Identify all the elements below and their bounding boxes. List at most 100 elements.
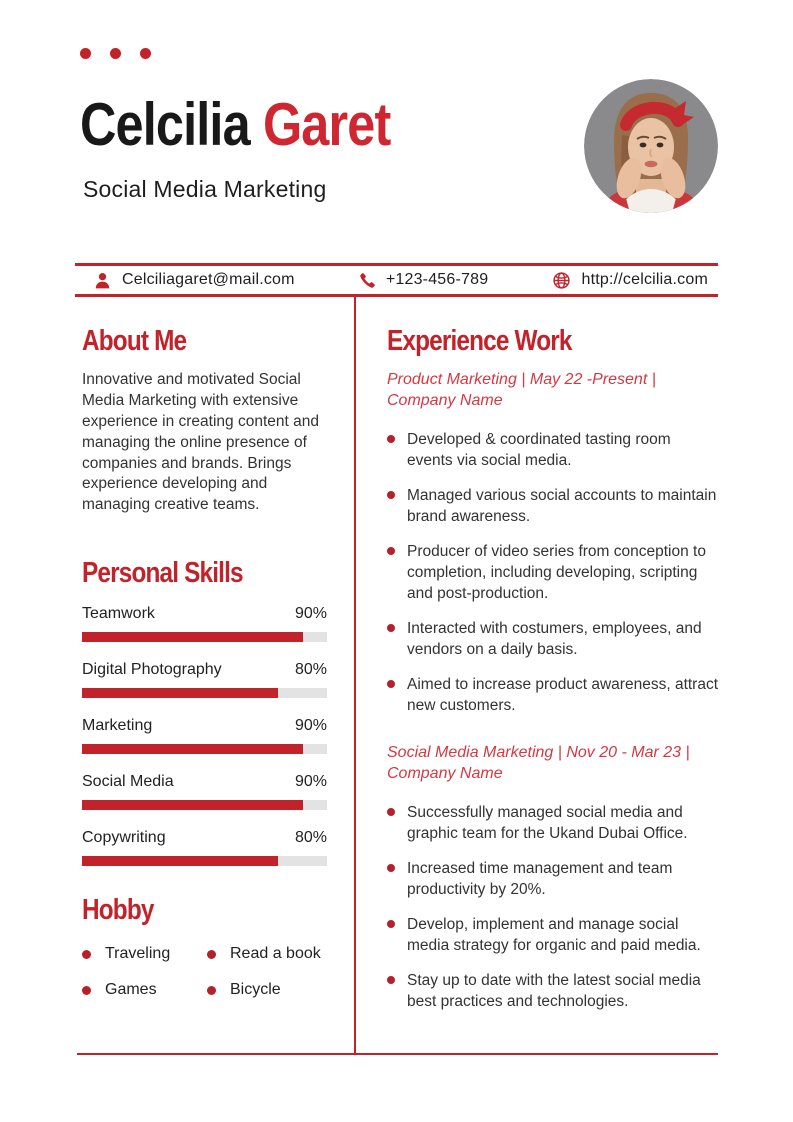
hobby-item-label: Games bbox=[105, 981, 157, 999]
job-heading-line1: Product Marketing | May 22 -Present | bbox=[387, 371, 656, 389]
job-bullet: Producer of video series from conception… bbox=[387, 541, 718, 604]
job-bullet-text: Increased time management and team produ… bbox=[407, 860, 673, 899]
hobby-item: Traveling bbox=[82, 945, 207, 963]
skills-list: Teamwork 90% Digital Photography 80% Marketi… bbox=[82, 605, 327, 867]
hobby-item: Bicycle bbox=[207, 981, 344, 999]
skills-section: Personal Skills Teamwork 90% Digital Photo… bbox=[82, 558, 327, 885]
skill-row: Teamwork 90% bbox=[82, 605, 327, 643]
skill-row: Social Media 90% bbox=[82, 773, 327, 811]
job-heading: Social Media Marketing | Nov 20 - Mar 23… bbox=[387, 742, 718, 784]
hobby-item-label: Bicycle bbox=[230, 981, 281, 999]
hobby-title: Hobby bbox=[82, 894, 154, 926]
hobby-item: Read a book bbox=[207, 945, 344, 963]
skill-label: Copywriting bbox=[82, 829, 166, 847]
job-bullet-text: Developed & coordinated tasting room eve… bbox=[407, 431, 671, 470]
bullet-dot-icon bbox=[387, 624, 395, 633]
skill-percent: 90% bbox=[294, 773, 327, 791]
job-bullet: Managed various social accounts to maint… bbox=[387, 485, 718, 527]
skill-label-row: Social Media 90% bbox=[82, 773, 327, 791]
hobby-item: Games bbox=[82, 981, 207, 999]
bullet-dot-icon bbox=[387, 808, 395, 817]
bullet-dot-icon bbox=[387, 680, 395, 689]
skill-percent: 80% bbox=[294, 829, 327, 847]
skill-bar-fill bbox=[82, 744, 303, 755]
name-last: Garet bbox=[262, 91, 391, 158]
phone-icon bbox=[359, 272, 376, 289]
experience-job: Product Marketing | May 22 -Present | Com… bbox=[387, 369, 718, 716]
bottom-divider bbox=[77, 1053, 718, 1055]
skill-label-row: Digital Photography 80% bbox=[82, 661, 327, 679]
bullet-dot-icon bbox=[207, 949, 216, 959]
job-bullet-text: Successfully managed social media and gr… bbox=[407, 804, 688, 843]
skill-bar bbox=[82, 744, 327, 755]
bullet-dot-icon bbox=[387, 491, 395, 500]
skill-bar bbox=[82, 632, 327, 643]
skill-label: Digital Photography bbox=[82, 661, 222, 679]
contact-email-text: Celciliagaret@mail.com bbox=[122, 271, 295, 288]
about-text: Innovative and motivated Social Media Ma… bbox=[82, 371, 319, 514]
skill-label-row: Copywriting 80% bbox=[82, 829, 327, 847]
page-title: Celcilia Garet bbox=[80, 92, 450, 158]
bullet-dot-icon bbox=[387, 435, 395, 444]
skill-bar bbox=[82, 800, 327, 811]
about-title: About Me bbox=[82, 325, 187, 357]
job-bullet: Successfully managed social media and gr… bbox=[387, 802, 718, 844]
skill-bar-fill bbox=[82, 856, 278, 867]
experience-title: Experience Work bbox=[387, 325, 572, 357]
skill-label: Teamwork bbox=[82, 605, 155, 623]
job-bullet: Stay up to date with the latest social m… bbox=[387, 970, 718, 1012]
experience-section: Experience Work Product Marketing | May … bbox=[387, 326, 718, 1026]
skill-percent: 90% bbox=[294, 717, 327, 735]
skill-percent: 80% bbox=[294, 661, 327, 679]
hobby-list: Traveling Read a book Games Bicycle bbox=[82, 945, 344, 999]
job-bullet-text: Develop, implement and manage social med… bbox=[407, 916, 701, 955]
job-bullet: Develop, implement and manage social med… bbox=[387, 914, 718, 956]
contact-website: http://celcilia.com bbox=[552, 271, 708, 290]
job-bullet-text: Stay up to date with the latest social m… bbox=[407, 972, 701, 1011]
contact-email: Celciliagaret@mail.com bbox=[93, 271, 295, 290]
profile-photo-illustration bbox=[584, 79, 718, 213]
experience-job: Social Media Marketing | Nov 20 - Mar 23… bbox=[387, 742, 718, 1012]
experience-jobs: Product Marketing | May 22 -Present | Com… bbox=[387, 369, 718, 1012]
skill-label: Marketing bbox=[82, 717, 153, 735]
bullet-dot-icon bbox=[82, 949, 91, 959]
job-heading-line1: Social Media Marketing | Nov 20 - Mar 23… bbox=[387, 744, 690, 762]
bullet-dot-icon bbox=[82, 985, 91, 995]
job-title: Social Media Marketing bbox=[83, 176, 327, 202]
name-first: Celcilia bbox=[80, 91, 251, 158]
bullet-dot-icon bbox=[207, 985, 216, 995]
job-bullet: Developed & coordinated tasting room eve… bbox=[387, 429, 718, 471]
skill-bar bbox=[82, 688, 327, 699]
bullet-dot-icon bbox=[387, 976, 395, 985]
skill-bar bbox=[82, 856, 327, 867]
job-heading: Product Marketing | May 22 -Present | Com… bbox=[387, 369, 718, 411]
job-bullet: Interacted with costumers, employees, an… bbox=[387, 618, 718, 660]
job-bullet-list: Developed & coordinated tasting room eve… bbox=[387, 429, 718, 716]
person-icon bbox=[93, 271, 112, 290]
job-bullet: Aimed to increase product awareness, att… bbox=[387, 674, 718, 716]
skill-label: Social Media bbox=[82, 773, 174, 791]
job-bullet-text: Managed various social accounts to maint… bbox=[407, 487, 717, 526]
skill-bar-fill bbox=[82, 688, 278, 699]
job-heading-line2: Company Name bbox=[387, 392, 503, 410]
contact-website-text: http://celcilia.com bbox=[581, 271, 708, 288]
bullet-dot-icon bbox=[387, 864, 395, 873]
skill-percent: 90% bbox=[294, 605, 327, 623]
contact-phone: +123-456-789 bbox=[359, 271, 489, 289]
contact-phone-text: +123-456-789 bbox=[385, 271, 489, 288]
skill-label-row: Teamwork 90% bbox=[82, 605, 327, 623]
bullet-dot-icon bbox=[387, 547, 395, 556]
job-bullet-text: Aimed to increase product awareness, att… bbox=[407, 676, 719, 715]
job-bullet-text: Interacted with costumers, employees, an… bbox=[407, 620, 702, 659]
hobby-item-label: Read a book bbox=[230, 945, 321, 963]
skills-title: Personal Skills bbox=[82, 557, 244, 589]
contact-bar: Celciliagaret@mail.com +123-456-789 http… bbox=[75, 263, 718, 297]
job-bullet: Increased time management and team produ… bbox=[387, 858, 718, 900]
skill-bar-fill bbox=[82, 800, 303, 811]
column-divider bbox=[354, 297, 356, 1054]
skill-row: Copywriting 80% bbox=[82, 829, 327, 867]
job-bullet-list: Successfully managed social media and gr… bbox=[387, 802, 718, 1012]
skill-bar-fill bbox=[82, 632, 303, 643]
globe-icon bbox=[552, 271, 571, 290]
